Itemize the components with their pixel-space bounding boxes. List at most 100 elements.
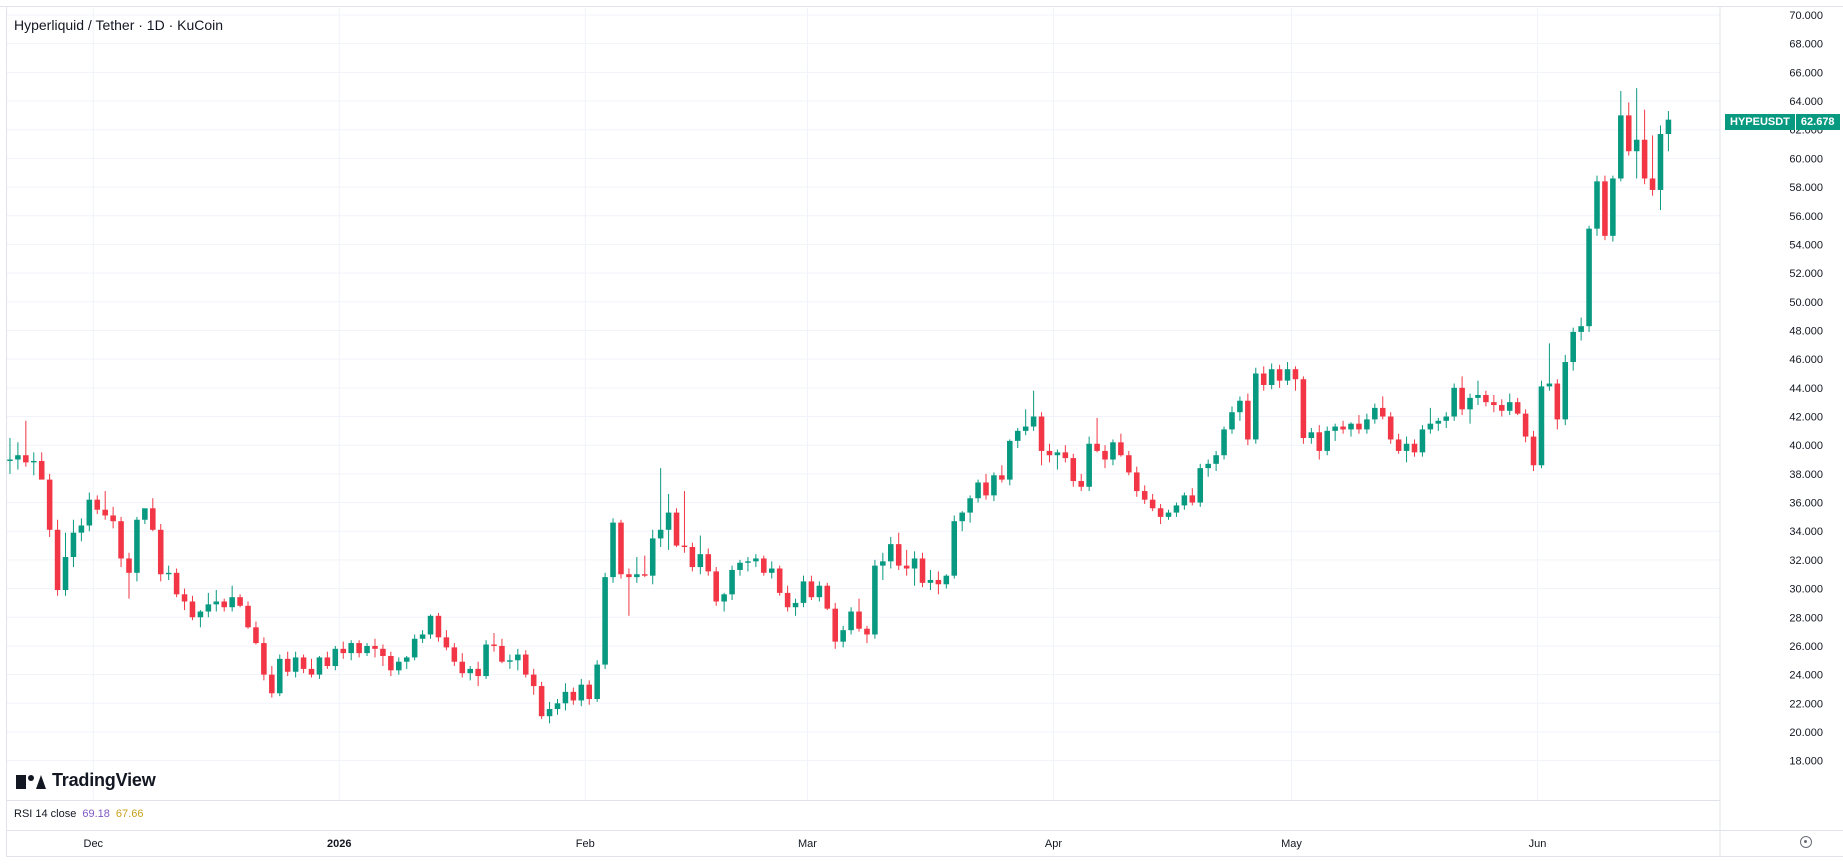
candle[interactable] — [792, 598, 799, 616]
candle[interactable] — [745, 557, 751, 572]
candle[interactable] — [237, 594, 243, 608]
candle[interactable] — [1657, 125, 1664, 211]
candle[interactable] — [594, 660, 600, 702]
candle[interactable] — [102, 491, 108, 520]
candle[interactable] — [1570, 327, 1576, 371]
candle[interactable] — [435, 612, 442, 642]
candle[interactable] — [1173, 502, 1180, 517]
candle[interactable] — [816, 581, 823, 602]
rsi-legend[interactable]: RSI 14 close 69.18 67.66 — [14, 808, 143, 820]
candle[interactable] — [1522, 409, 1529, 443]
candle[interactable] — [23, 420, 29, 467]
candle[interactable] — [46, 473, 53, 537]
candle[interactable] — [951, 515, 958, 579]
candle[interactable] — [388, 651, 394, 677]
candle[interactable] — [1610, 175, 1616, 242]
candle[interactable] — [364, 643, 370, 656]
candle[interactable] — [229, 585, 235, 612]
candle[interactable] — [1372, 403, 1378, 424]
candle[interactable] — [1387, 412, 1394, 444]
candle[interactable] — [800, 575, 807, 608]
candle[interactable] — [1633, 88, 1640, 179]
candle[interactable] — [300, 654, 307, 674]
candle[interactable] — [895, 532, 902, 570]
candle[interactable] — [157, 524, 164, 582]
candle[interactable] — [1276, 364, 1283, 388]
candle[interactable] — [1062, 445, 1069, 463]
candle[interactable] — [887, 536, 894, 569]
candle[interactable] — [959, 511, 965, 532]
candle[interactable] — [1038, 412, 1045, 466]
candle[interactable] — [1284, 362, 1291, 385]
candle[interactable] — [86, 492, 93, 532]
candle[interactable] — [562, 683, 569, 711]
candle[interactable] — [134, 516, 140, 582]
candle[interactable] — [1205, 459, 1211, 477]
candle[interactable] — [292, 651, 299, 678]
candle[interactable] — [1078, 473, 1084, 492]
candle[interactable] — [1046, 443, 1053, 463]
candle[interactable] — [483, 640, 489, 679]
candle[interactable] — [261, 637, 267, 681]
candle[interactable] — [999, 465, 1005, 483]
candle[interactable] — [1332, 423, 1338, 441]
candle[interactable] — [1070, 453, 1077, 487]
candle[interactable] — [1443, 412, 1450, 428]
candle[interactable] — [1094, 417, 1100, 453]
candle[interactable] — [610, 518, 616, 583]
candle[interactable] — [538, 681, 545, 720]
candle[interactable] — [70, 519, 77, 568]
candle[interactable] — [975, 479, 981, 503]
candle[interactable] — [507, 654, 513, 669]
candle[interactable] — [681, 491, 688, 553]
candle[interactable] — [197, 610, 204, 628]
candle[interactable] — [1030, 390, 1037, 431]
candle[interactable] — [308, 658, 315, 678]
candle[interactable] — [1126, 450, 1132, 476]
candle[interactable] — [380, 644, 386, 667]
settings-icon[interactable] — [1800, 836, 1812, 848]
candle[interactable] — [269, 666, 275, 698]
candle[interactable] — [1268, 363, 1275, 390]
candle[interactable] — [1229, 406, 1235, 434]
candle[interactable] — [7, 438, 13, 474]
candle[interactable] — [316, 655, 323, 679]
candle[interactable] — [189, 595, 196, 621]
candle[interactable] — [1506, 393, 1513, 416]
candle[interactable] — [737, 559, 743, 576]
candle[interactable] — [1245, 393, 1251, 446]
candle[interactable] — [1419, 425, 1426, 457]
candle[interactable] — [1451, 383, 1457, 421]
candle[interactable] — [173, 568, 180, 598]
candle[interactable] — [642, 555, 648, 578]
candle[interactable] — [721, 592, 727, 612]
candle[interactable] — [578, 678, 585, 707]
candle[interactable] — [935, 571, 942, 595]
candle[interactable] — [1411, 439, 1418, 457]
candle[interactable] — [142, 508, 148, 525]
candle[interactable] — [602, 572, 608, 669]
candle[interactable] — [1086, 436, 1092, 492]
candle[interactable] — [78, 518, 85, 542]
candle[interactable] — [1530, 430, 1537, 471]
candle[interactable] — [475, 661, 481, 687]
candle[interactable] — [872, 559, 878, 639]
candle[interactable] — [150, 498, 156, 532]
candle[interactable] — [181, 588, 188, 611]
candle[interactable] — [856, 598, 862, 632]
tradingview-logo[interactable]: TradingView — [16, 770, 156, 791]
candle[interactable] — [1554, 379, 1561, 430]
candle[interactable] — [880, 552, 886, 580]
candle[interactable] — [776, 565, 783, 596]
candle[interactable] — [911, 551, 918, 586]
candle[interactable] — [753, 554, 759, 568]
candle[interactable] — [419, 630, 426, 644]
candle[interactable] — [848, 607, 854, 635]
candle[interactable] — [808, 575, 815, 601]
candle[interactable] — [1237, 396, 1243, 421]
candle[interactable] — [919, 552, 926, 588]
candle[interactable] — [1348, 422, 1354, 437]
candle[interactable] — [665, 493, 672, 550]
candle[interactable] — [1625, 102, 1632, 156]
candle[interactable] — [245, 601, 251, 629]
